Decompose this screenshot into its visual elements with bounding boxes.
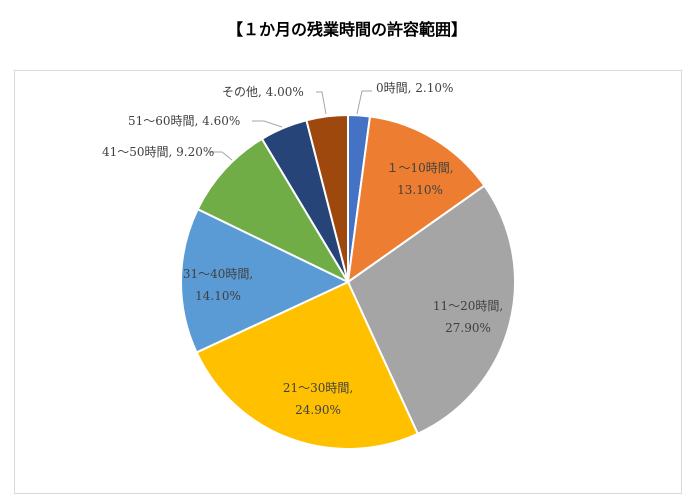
slice-label-category: 11～20時間, [433,299,503,313]
pie-slice [346,115,486,285]
pie-slice [305,113,349,283]
leader-line [316,91,327,115]
slice-label: 41～50時間, 9.20% [102,145,214,159]
slice-label-value: 13.10% [397,183,443,197]
slice-label: 51～60時間, 4.60% [128,114,240,128]
leader-line [252,120,283,128]
slice-label: 0時間, 2.10% [376,81,453,95]
slice-label-value: 14.10% [195,289,241,303]
slice-label: その他, 4.00% [222,85,304,99]
leader-lines [208,90,372,161]
slice-label-category: １～10時間, [386,161,453,175]
slice-label-value: 24.90% [295,403,341,417]
pie-slices [180,113,516,450]
pie-slice [195,280,420,450]
pie-slice [196,137,351,285]
slice-label-category: 31～40時間, [183,267,253,281]
leader-line [208,151,233,161]
pie-slice [180,207,351,354]
leader-line [356,90,372,115]
slice-label-value: 27.90% [445,321,491,335]
slice-labels: 0時間, 2.10% １～10時間, 13.10% 11～20時間, 27.90% 21～… [102,81,503,417]
page-title: 【１か月の残業時間の許容範囲】 [226,20,467,39]
slice-label-category: 21～30時間, [283,381,353,395]
